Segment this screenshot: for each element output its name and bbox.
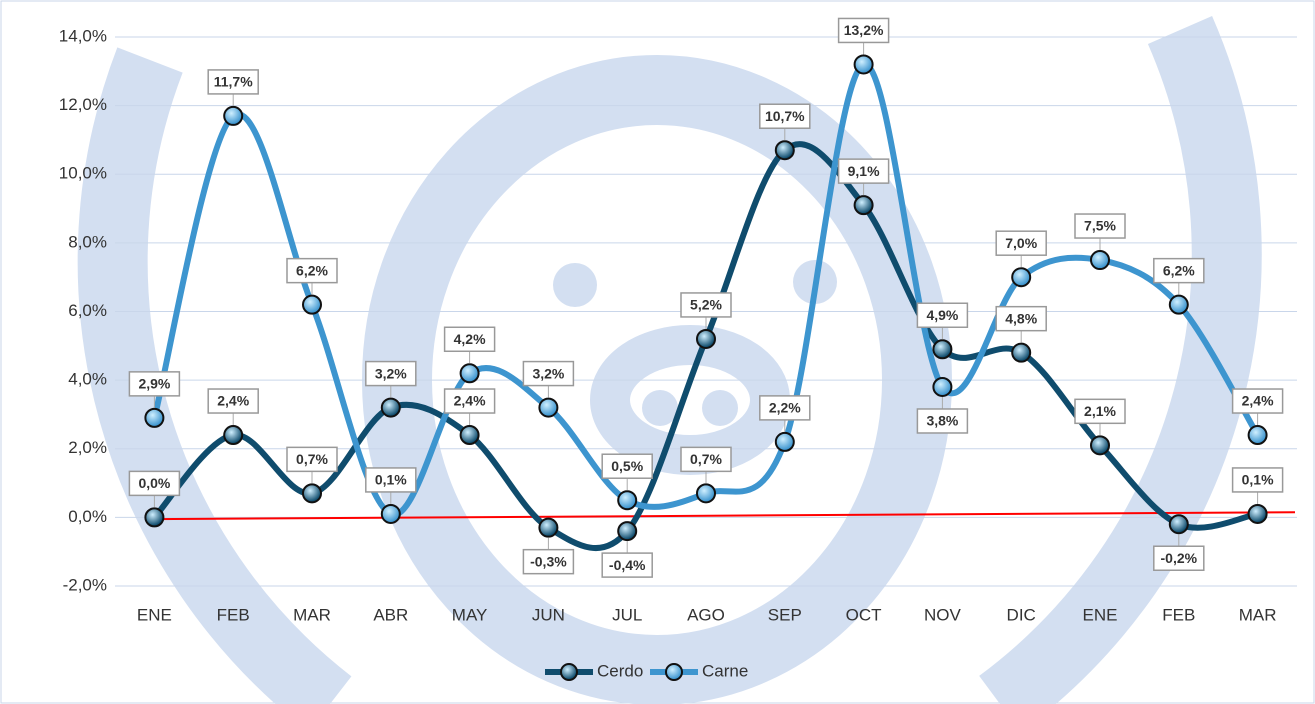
data-point (461, 364, 479, 382)
x-tick-label: ABR (373, 605, 408, 624)
x-tick-label: NOV (924, 605, 962, 624)
y-tick-label: -2,0% (63, 575, 107, 594)
data-point (697, 484, 715, 502)
data-point (855, 196, 873, 214)
legend-marker (561, 664, 577, 680)
chart: -2,0% 0,0% 2,0% 4,0% 6,0% 8,0% 10,0% 12,0% 14,0%… (0, 0, 1315, 704)
x-tick-label: ENE (1083, 605, 1118, 624)
data-label: 0,7% (296, 451, 328, 467)
y-tick-label: 0,0% (68, 507, 107, 526)
data-label: 4,8% (1005, 310, 1037, 326)
y-tick-label: 12,0% (59, 95, 107, 114)
data-point (303, 296, 321, 314)
x-tick-label: OCT (846, 605, 882, 624)
data-point (539, 519, 557, 537)
data-point (539, 399, 557, 417)
x-tick-label: MAY (452, 605, 488, 624)
y-tick-label: 8,0% (68, 232, 107, 251)
data-point (1091, 436, 1109, 454)
y-tick-label: 10,0% (59, 164, 107, 183)
data-point (1170, 515, 1188, 533)
data-point (1170, 296, 1188, 314)
data-point (224, 107, 242, 125)
data-label: -0,4% (609, 557, 646, 573)
data-point (224, 426, 242, 444)
x-tick-label: AGO (687, 605, 725, 624)
data-label: 3,2% (375, 365, 407, 381)
x-tick-label: SEP (768, 605, 802, 624)
data-label: -0,3% (530, 553, 567, 569)
data-label: 0,5% (611, 458, 643, 474)
data-point (1012, 268, 1030, 286)
data-point (382, 505, 400, 523)
y-tick-label: 2,0% (68, 438, 107, 457)
data-label: 4,9% (926, 307, 958, 323)
data-point (145, 508, 163, 526)
data-point (461, 426, 479, 444)
data-label: 0,7% (690, 451, 722, 467)
data-label: 2,2% (769, 400, 801, 416)
data-point (697, 330, 715, 348)
data-point (776, 141, 794, 159)
data-label: 5,2% (690, 297, 722, 313)
legend-label: Carne (702, 661, 748, 680)
data-label: 0,1% (1242, 472, 1274, 488)
data-label: 2,1% (1084, 403, 1116, 419)
data-label: 7,0% (1005, 235, 1037, 251)
data-point (145, 409, 163, 427)
x-tick-label: JUL (612, 605, 642, 624)
data-point (776, 433, 794, 451)
x-tick-label: MAR (293, 605, 331, 624)
data-label: 2,4% (454, 393, 486, 409)
data-point (855, 55, 873, 73)
data-label: 0,0% (138, 475, 170, 491)
data-label: 3,8% (926, 413, 958, 429)
data-label: 2,9% (138, 376, 170, 392)
data-point (303, 484, 321, 502)
data-label: 10,7% (765, 108, 805, 124)
y-tick-label: 14,0% (59, 26, 107, 45)
data-label: 4,2% (454, 331, 486, 347)
data-label: 2,4% (1242, 393, 1274, 409)
data-label: 2,4% (217, 393, 249, 409)
data-point (1091, 251, 1109, 269)
x-tick-label: FEB (217, 605, 250, 624)
data-point (618, 491, 636, 509)
data-point (618, 522, 636, 540)
data-label: 13,2% (844, 22, 884, 38)
x-tick-label: ENE (137, 605, 172, 624)
data-point (933, 340, 951, 358)
legend-marker (666, 664, 682, 680)
legend-label: Cerdo (597, 661, 643, 680)
x-tick-label: FEB (1162, 605, 1195, 624)
data-point (1249, 505, 1267, 523)
data-label: 3,2% (532, 365, 564, 381)
data-point (933, 378, 951, 396)
x-tick-label: JUN (532, 605, 565, 624)
y-tick-label: 4,0% (68, 370, 107, 389)
x-tick-label: DIC (1007, 605, 1036, 624)
data-label: -0,2% (1161, 550, 1198, 566)
data-point (382, 399, 400, 417)
data-label: 0,1% (375, 472, 407, 488)
data-label: 11,7% (214, 74, 253, 90)
x-tick-label: MAR (1239, 605, 1277, 624)
data-label: 7,5% (1084, 218, 1116, 234)
data-point (1012, 344, 1030, 362)
data-label: 6,2% (1163, 262, 1195, 278)
data-label: 9,1% (848, 163, 880, 179)
y-tick-label: 6,0% (68, 301, 107, 320)
data-point (1249, 426, 1267, 444)
data-label: 6,2% (296, 262, 328, 278)
